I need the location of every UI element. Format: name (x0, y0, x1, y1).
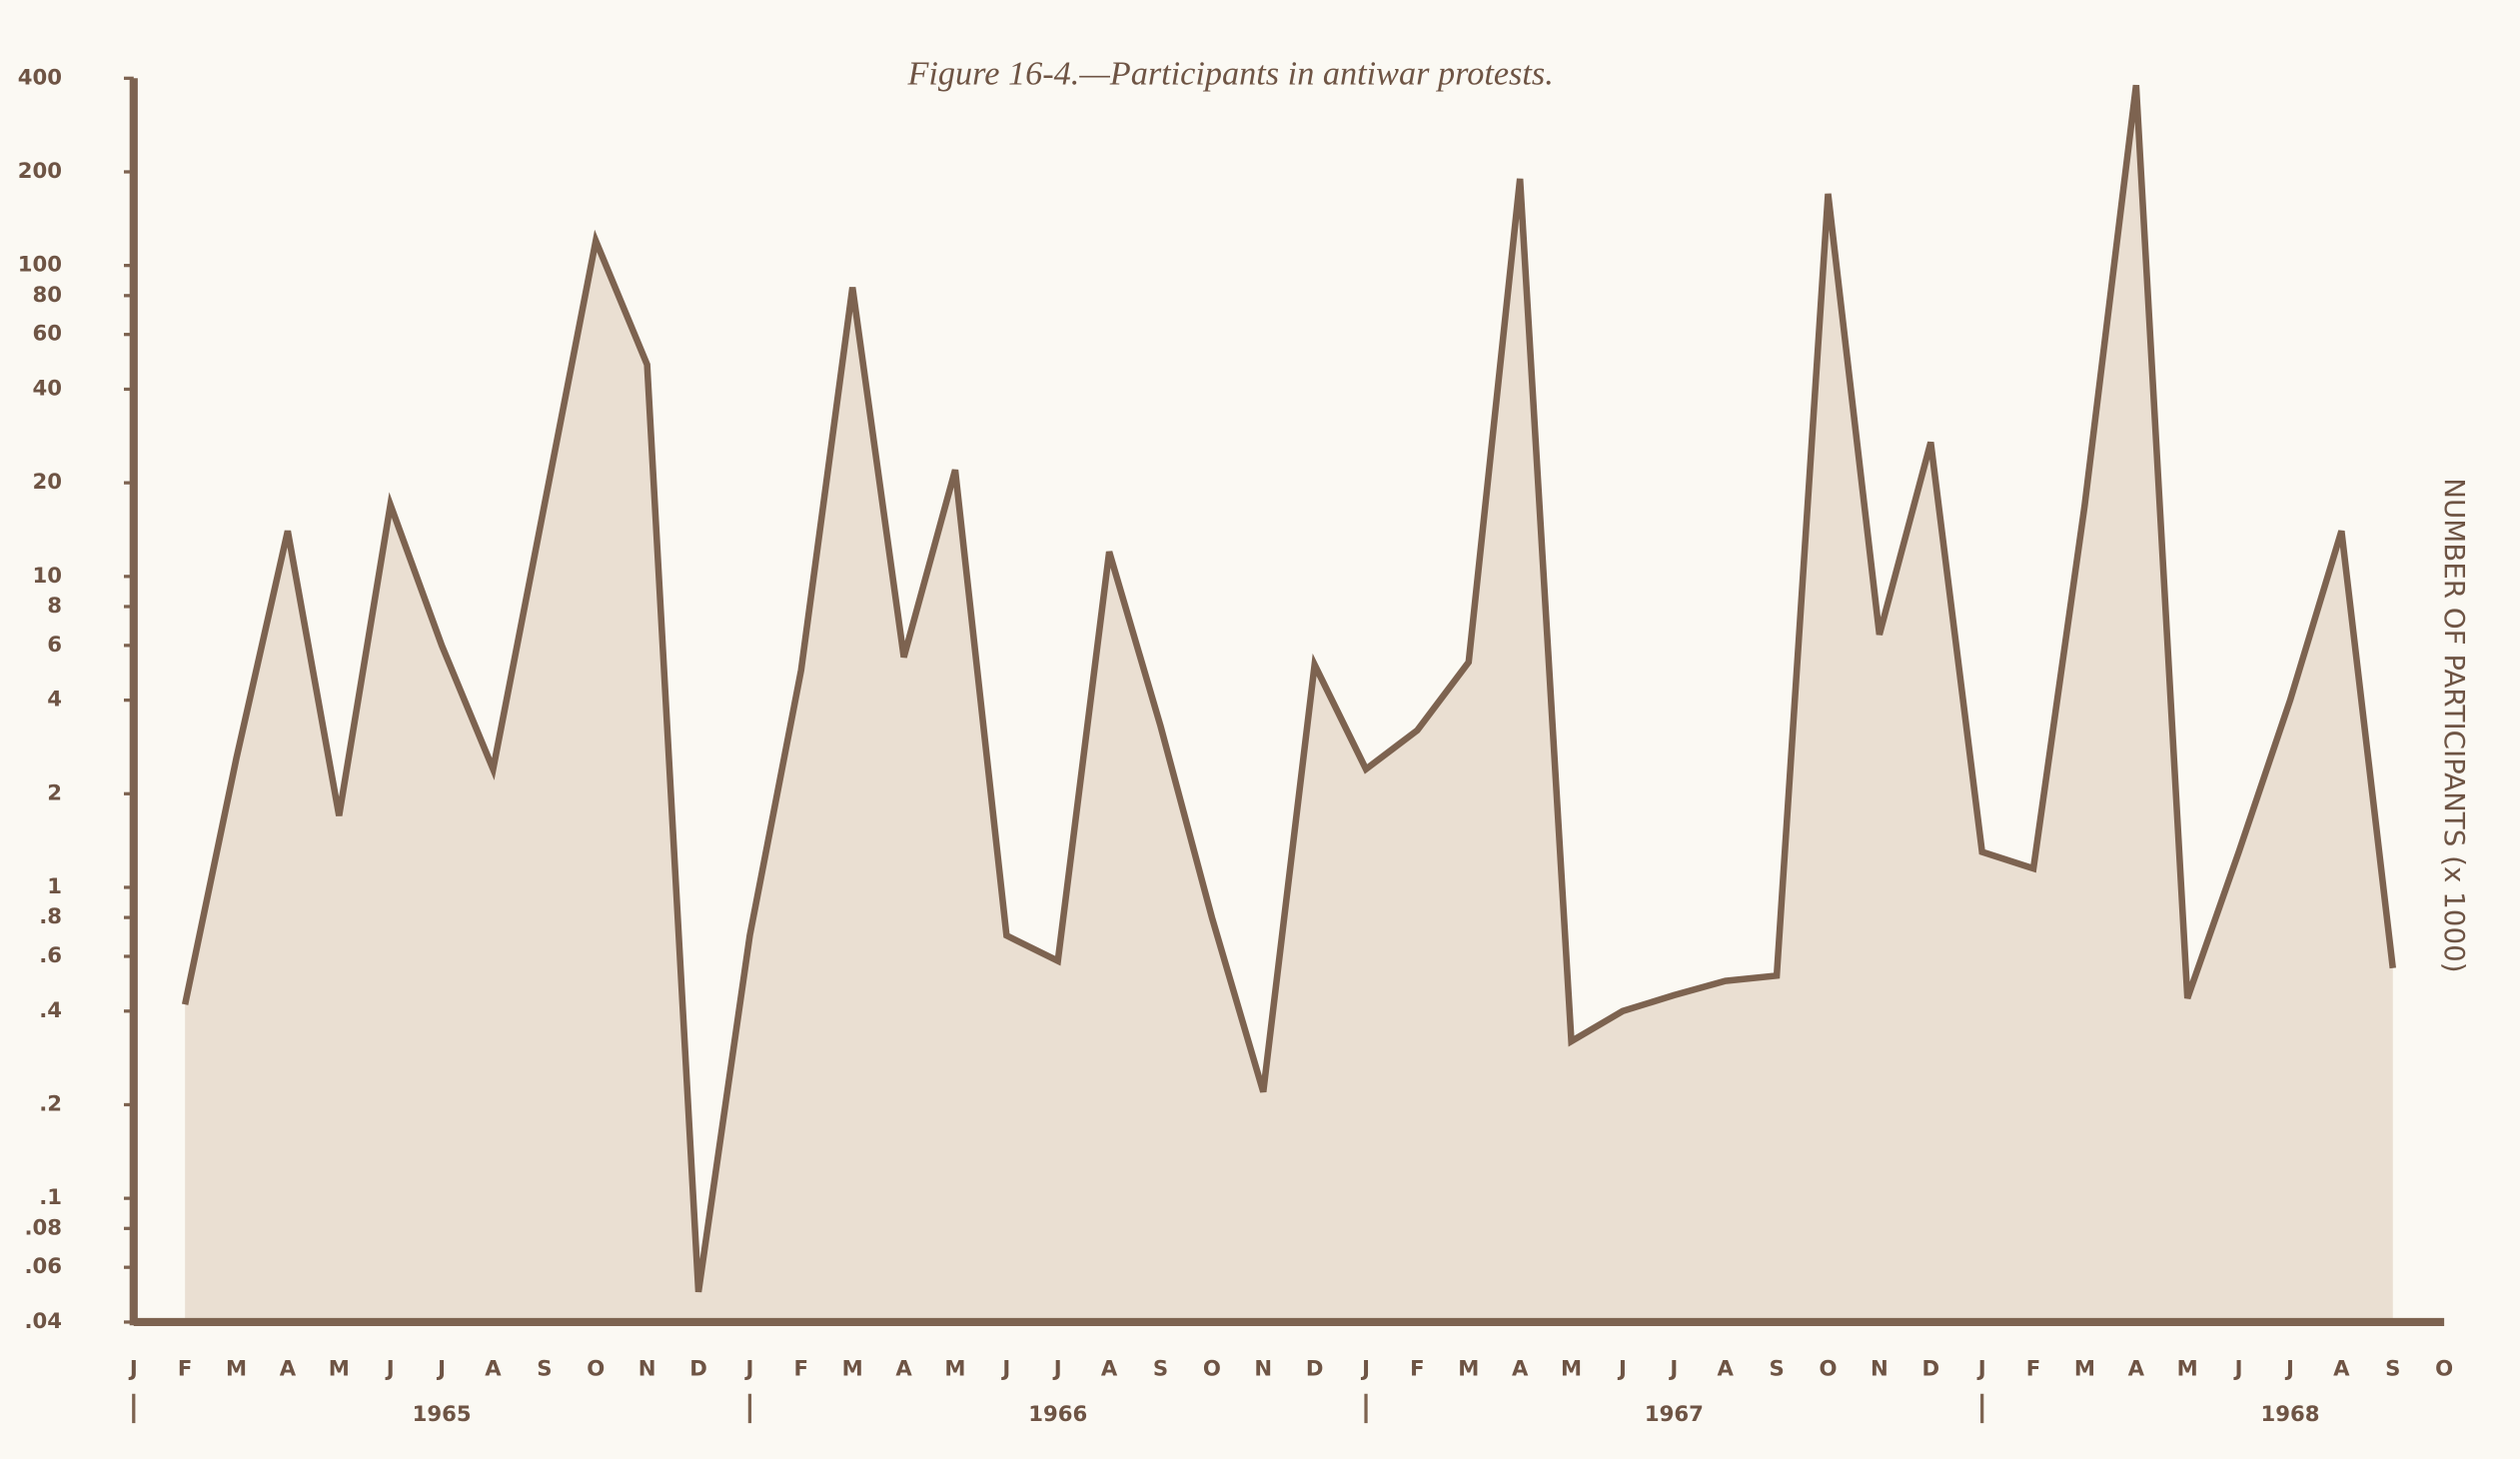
x-tick-label: O (587, 1355, 605, 1380)
y-axis-label: NUMBER OF PARTICIPANTS (x 1000) (2438, 478, 2471, 972)
y-tick-label: 1 (47, 873, 62, 898)
x-tick-label: J (1052, 1355, 1062, 1380)
x-tick-label: M (1458, 1355, 1479, 1380)
y-tick-label: 80 (33, 282, 63, 307)
x-tick-label: M (842, 1355, 863, 1380)
y-tick-label: 8 (47, 593, 62, 618)
x-tick-label: D (1921, 1355, 1939, 1380)
x-tick-label: N (1871, 1355, 1889, 1380)
x-tick-label: A (485, 1355, 502, 1380)
x-tick-label: D (689, 1355, 707, 1380)
x-tick-label: M (2177, 1355, 2198, 1380)
x-tick-label: J (385, 1355, 395, 1380)
x-tick-label: F (2026, 1355, 2040, 1380)
y-tick-label: 400 (18, 64, 62, 89)
x-tick-label: A (1512, 1355, 1529, 1380)
x-tick-label: O (2435, 1355, 2453, 1380)
x-tick-label: A (1101, 1355, 1118, 1380)
y-tick-label: .04 (24, 1308, 62, 1333)
y-tick-label: 10 (33, 563, 63, 588)
series-line (181, 84, 2396, 1293)
y-tick-label: 40 (33, 375, 63, 400)
x-tick-label: O (1819, 1355, 1837, 1380)
chart-title: Figure 16-4.—Participants in antiwar pro… (906, 55, 1553, 93)
x-tick-label: M (329, 1355, 350, 1380)
x-tick-label: J (128, 1355, 138, 1380)
x-tick-label: A (2128, 1355, 2145, 1380)
x-tick-label: N (1254, 1355, 1272, 1380)
x-tick-label: N (638, 1355, 656, 1380)
x-tick-label: S (1769, 1355, 1784, 1380)
x-tick-label: J (1668, 1355, 1678, 1380)
y-tick-label: 2 (47, 779, 62, 804)
x-tick-label: A (895, 1355, 912, 1380)
y-tick-label: 100 (18, 252, 62, 277)
x-tick-label: S (2385, 1355, 2400, 1380)
year-label: 1968 (2260, 1401, 2319, 1426)
x-tick-label: F (178, 1355, 192, 1380)
y-tick-label: .4 (39, 997, 62, 1022)
y-tick-label: 4 (47, 687, 62, 712)
x-tick-label: F (794, 1355, 808, 1380)
x-tick-label: J (1617, 1355, 1627, 1380)
x-tick-label: J (1360, 1355, 1370, 1380)
x-tick-label: M (2074, 1355, 2095, 1380)
y-tick-label: 20 (33, 469, 63, 494)
y-tick-label: .8 (39, 903, 62, 928)
x-tick-label: F (1410, 1355, 1424, 1380)
y-tick-label: 200 (18, 158, 62, 183)
y-tick-label: .08 (24, 1214, 62, 1239)
x-tick-label: J (2233, 1355, 2243, 1380)
x-tick-label: J (2284, 1355, 2294, 1380)
y-tick-label: .1 (39, 1184, 62, 1209)
y-tick-label: .6 (39, 942, 62, 967)
y-tick-label: .06 (24, 1253, 62, 1278)
x-tick-label: J (1976, 1355, 1986, 1380)
year-label: 1967 (1645, 1401, 1704, 1426)
x-tick-label: J (1000, 1355, 1010, 1380)
y-tick-label: .2 (39, 1090, 62, 1115)
x-tick-label: S (537, 1355, 552, 1380)
x-tick-label: S (1153, 1355, 1168, 1380)
x-tick-label: A (1718, 1355, 1735, 1380)
x-tick-label: M (944, 1355, 965, 1380)
x-tick-label: M (226, 1355, 247, 1380)
x-tick-label: J (436, 1355, 446, 1380)
x-tick-label: O (1203, 1355, 1221, 1380)
area-fill (185, 85, 2393, 1322)
x-tick-label: M (1561, 1355, 1582, 1380)
x-tick-label: A (2333, 1355, 2350, 1380)
x-tick-label: J (743, 1355, 753, 1380)
y-tick-label: 60 (33, 321, 63, 346)
year-label: 1966 (1028, 1401, 1087, 1426)
x-tick-label: D (1306, 1355, 1324, 1380)
year-label: 1965 (413, 1401, 472, 1426)
y-tick-label: 6 (47, 632, 62, 657)
x-tick-label: A (280, 1355, 297, 1380)
